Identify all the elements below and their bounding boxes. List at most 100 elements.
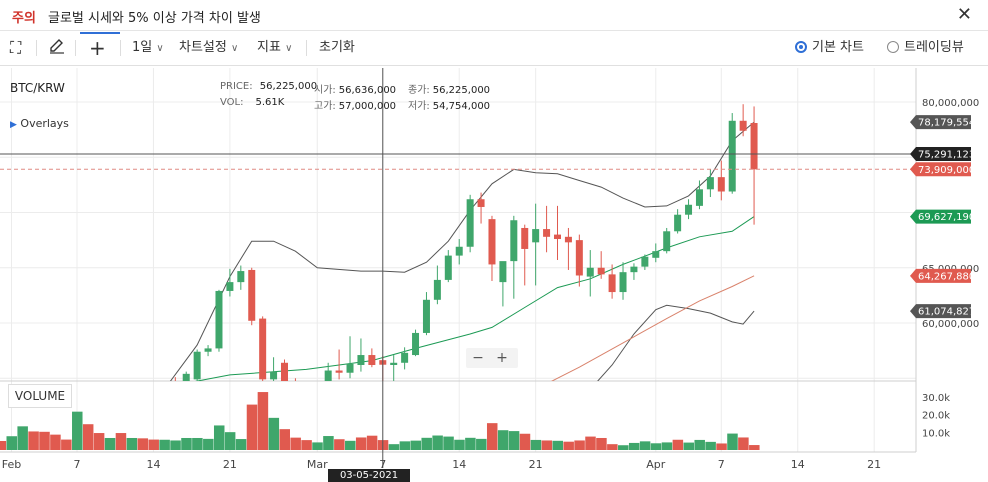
volume-tick-label: 20.0k bbox=[922, 411, 950, 422]
low-label: 저가: bbox=[408, 101, 430, 112]
candle-body bbox=[237, 271, 245, 283]
volume-bar bbox=[607, 444, 618, 450]
volume-bar bbox=[301, 440, 312, 450]
candle-body bbox=[750, 122, 758, 170]
zoom-in-button[interactable]: + bbox=[496, 350, 508, 366]
candle-body bbox=[248, 269, 256, 321]
view-tradingview-radio[interactable]: 트레이딩뷰 bbox=[887, 31, 964, 65]
view-basic-radio[interactable]: 기본 차트 bbox=[795, 31, 864, 65]
candle-body bbox=[259, 318, 267, 380]
pencil-icon[interactable] bbox=[48, 31, 66, 65]
candle-body bbox=[433, 279, 441, 300]
price-label-text: 64,267,880 bbox=[918, 271, 975, 282]
volume-bar bbox=[115, 433, 127, 450]
volume-bar bbox=[312, 442, 323, 450]
time-tick-label: Mar bbox=[307, 458, 328, 471]
time-tick-label: 21 bbox=[529, 458, 543, 471]
volume-bar bbox=[61, 439, 72, 450]
volume-bar bbox=[39, 431, 50, 450]
candle-body bbox=[532, 229, 540, 243]
candle-body bbox=[510, 220, 518, 262]
chart-settings-dropdown[interactable]: 차트설정 ∨ bbox=[179, 31, 238, 65]
volume-bar bbox=[50, 434, 61, 450]
open-label: 시가: bbox=[314, 85, 336, 96]
high-value: 57,000,000 bbox=[338, 101, 397, 112]
volume-bar bbox=[6, 436, 17, 450]
crosshair-date-badge: 03-05-2021 bbox=[328, 469, 410, 482]
candle-body bbox=[695, 189, 703, 206]
time-tick-label: 7 bbox=[74, 458, 81, 471]
volume-bar bbox=[17, 426, 28, 450]
view-tradingview-label: 트레이딩뷰 bbox=[904, 40, 964, 55]
time-tick-label: 21 bbox=[867, 458, 881, 471]
overlays-toggle[interactable]: ▶ Overlays bbox=[10, 117, 69, 130]
price-chart[interactable]: 80,000,00065,000,00060,000,00030.0k20.0k… bbox=[0, 66, 988, 482]
candle-body bbox=[281, 362, 288, 381]
view-basic-label: 기본 차트 bbox=[812, 40, 864, 55]
volume-bar bbox=[596, 437, 607, 450]
warning-title: 글로벌 시세와 5% 이상 가격 차이 발생 bbox=[48, 11, 261, 26]
volume-bar bbox=[246, 404, 258, 450]
volume-bar bbox=[650, 443, 662, 450]
candle-body bbox=[346, 363, 354, 373]
volume-tick-label: 30.0k bbox=[922, 393, 950, 404]
toolbar-divider bbox=[36, 40, 37, 56]
price-label-text: 69,627,190 bbox=[918, 212, 975, 223]
volume-bar bbox=[93, 433, 105, 450]
candle-body bbox=[335, 370, 343, 373]
volume-panel-label: VOLUME bbox=[8, 384, 72, 408]
candle-body bbox=[215, 290, 223, 349]
candle-body bbox=[477, 199, 485, 207]
overlays-label: Overlays bbox=[20, 117, 69, 130]
candle-body bbox=[521, 227, 529, 249]
volume-bar bbox=[126, 437, 138, 450]
volume-bar bbox=[683, 442, 695, 450]
candle-body bbox=[706, 177, 714, 190]
reset-button[interactable]: 초기화 bbox=[319, 40, 355, 55]
candle-body bbox=[641, 256, 649, 267]
price-label-tag bbox=[910, 304, 971, 319]
volume-bar bbox=[279, 429, 290, 450]
candle-body bbox=[412, 332, 420, 356]
candle-body bbox=[564, 236, 572, 243]
triangle-right-icon: ▶ bbox=[10, 120, 17, 130]
volume-bar bbox=[0, 440, 7, 450]
candle-body bbox=[324, 370, 332, 381]
volume-bar bbox=[290, 437, 301, 450]
candle-body bbox=[630, 266, 638, 273]
time-tick-label: Apr bbox=[646, 458, 666, 471]
volume-bar bbox=[454, 439, 465, 450]
candle-body bbox=[390, 362, 398, 365]
vol-value: 5.61K bbox=[255, 97, 285, 108]
candle-body bbox=[368, 355, 376, 365]
candle-body bbox=[466, 199, 474, 247]
close-icon[interactable]: ✕ bbox=[956, 4, 972, 25]
candle-body bbox=[270, 371, 278, 380]
volume-bar bbox=[148, 439, 159, 450]
volume-bar bbox=[661, 442, 673, 450]
time-tick-label: 14 bbox=[146, 458, 160, 471]
candle-body bbox=[685, 204, 693, 215]
chevron-down-icon: ∨ bbox=[230, 43, 239, 54]
interval-dropdown[interactable]: 1일 ∨ bbox=[132, 31, 164, 65]
open-value: 56,636,000 bbox=[338, 85, 397, 96]
zoom-out-button[interactable]: − bbox=[472, 350, 484, 366]
volume-bar bbox=[574, 440, 585, 450]
indicators-dropdown[interactable]: 지표 ∨ bbox=[257, 31, 292, 65]
price-label-tag bbox=[910, 209, 971, 224]
crosshair-icon[interactable]: + bbox=[89, 36, 106, 60]
time-tick-label: 21 bbox=[223, 458, 237, 471]
title-bar: 주의 글로벌 시세와 5% 이상 가격 차이 발생 ✕ bbox=[0, 0, 988, 31]
chevron-down-icon: ∨ bbox=[285, 43, 293, 54]
time-tick-label: 7 bbox=[379, 458, 386, 471]
close-label: 종가: bbox=[408, 85, 430, 96]
candle-body bbox=[499, 261, 507, 283]
candle-body bbox=[586, 267, 594, 277]
candle-body bbox=[575, 240, 583, 276]
candle-body bbox=[728, 120, 736, 192]
volume-bar bbox=[541, 440, 553, 450]
candle-body bbox=[204, 348, 212, 352]
volume-bar bbox=[170, 440, 181, 450]
fullscreen-icon[interactable]: ⛶ bbox=[10, 38, 22, 57]
volume-bar bbox=[694, 439, 705, 450]
